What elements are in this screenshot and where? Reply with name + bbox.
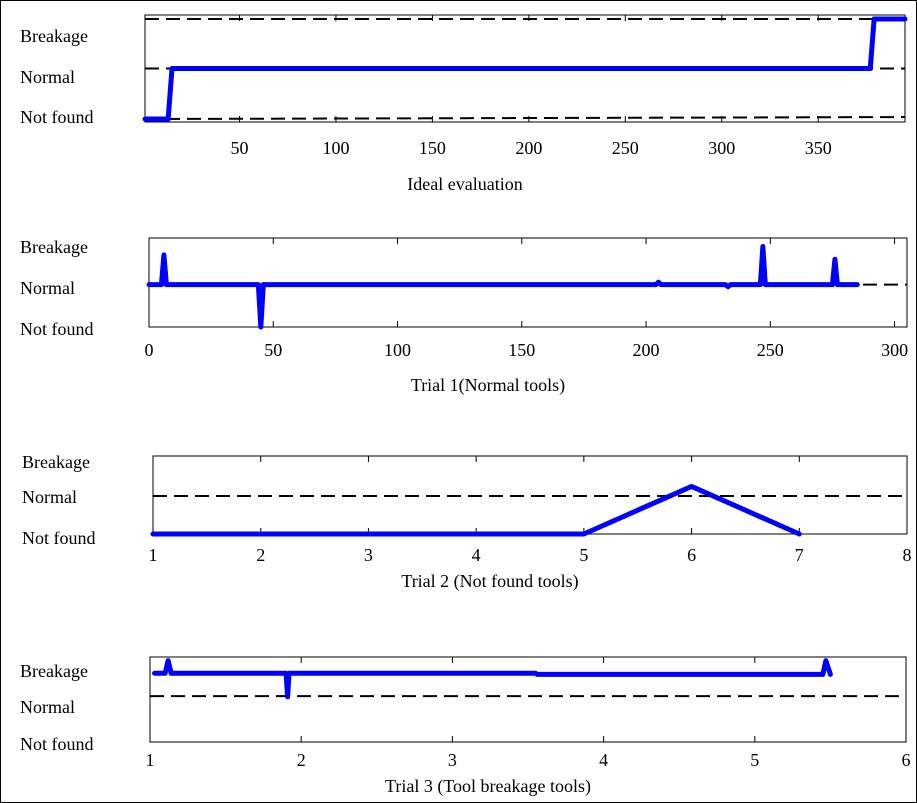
- y-level-label: Not found: [22, 528, 96, 548]
- x-axis-label: Trial 2 (Not found tools): [401, 571, 578, 592]
- y-level-label: Not found: [20, 319, 94, 339]
- x-tick-label: 3: [364, 545, 373, 565]
- x-tick-label: 5: [750, 750, 759, 770]
- x-tick-label: 4: [599, 750, 608, 770]
- y-level-label: Breakage: [20, 26, 88, 46]
- y-level-label: Normal: [20, 67, 75, 87]
- y-level-label: Breakage: [20, 237, 88, 257]
- x-tick-label: 150: [419, 138, 446, 158]
- chart-panel-1: 50 100 150 200 250 300 350 Not found Normal Break…: [20, 14, 908, 194]
- y-level-label: Not found: [20, 107, 94, 127]
- x-tick-label: 100: [384, 340, 411, 360]
- chart-panel-4: 1 2 3 4 5 6 Not found Normal Breakage Trial 3 (To…: [20, 656, 911, 797]
- x-tick-label: 100: [322, 138, 349, 158]
- chart-panel-3: 1 2 3 4 5 6 7 8 Not found Normal Breakage Trial 2 (…: [22, 452, 912, 592]
- x-tick-label: 300: [708, 138, 735, 158]
- axes-box: [149, 656, 907, 743]
- x-tick-label: 3: [448, 750, 457, 770]
- y-level-label: Normal: [20, 697, 75, 717]
- series-line: [152, 658, 833, 700]
- x-tick-label: 200: [515, 138, 542, 158]
- x-tick-label: 350: [805, 138, 832, 158]
- x-tick-label: 0: [145, 340, 154, 360]
- x-tick-label: 2: [297, 750, 306, 770]
- y-level-label: Normal: [20, 278, 75, 298]
- x-tick-label: 250: [612, 138, 639, 158]
- x-tick-label: 5: [579, 545, 588, 565]
- y-level-label: Breakage: [20, 661, 88, 681]
- x-tick-label: 250: [757, 340, 784, 360]
- x-tick-label: 7: [795, 545, 804, 565]
- x-tick-label: 6: [902, 750, 911, 770]
- series-line: [150, 483, 802, 537]
- x-axis-label: Trial 1(Normal tools): [411, 375, 565, 396]
- series-line: [142, 16, 908, 122]
- x-tick-label: 1: [149, 545, 158, 565]
- chart-panel-2: 0 50 100 150 200 250 300 Not found Normal Breakag…: [20, 237, 908, 396]
- y-level-label: Breakage: [22, 452, 90, 472]
- x-tick-label: 4: [472, 545, 481, 565]
- x-axis-label: Trial 3 (Tool breakage tools): [385, 776, 591, 797]
- x-tick-label: 50: [231, 138, 249, 158]
- y-level-label: Normal: [22, 487, 77, 507]
- x-tick-label: 50: [264, 340, 282, 360]
- x-tick-label: 2: [256, 545, 265, 565]
- x-tick-label: 8: [903, 545, 912, 565]
- x-tick-label: 6: [687, 545, 696, 565]
- x-tick-label: 150: [508, 340, 535, 360]
- x-tick-label: 200: [633, 340, 660, 360]
- y-level-label: Not found: [20, 734, 94, 754]
- reference-line: [144, 116, 906, 121]
- x-tick-label: 300: [881, 340, 908, 360]
- series-line: [146, 243, 860, 330]
- x-axis-label: Ideal evaluation: [407, 174, 522, 194]
- x-tick-label: 1: [146, 750, 155, 770]
